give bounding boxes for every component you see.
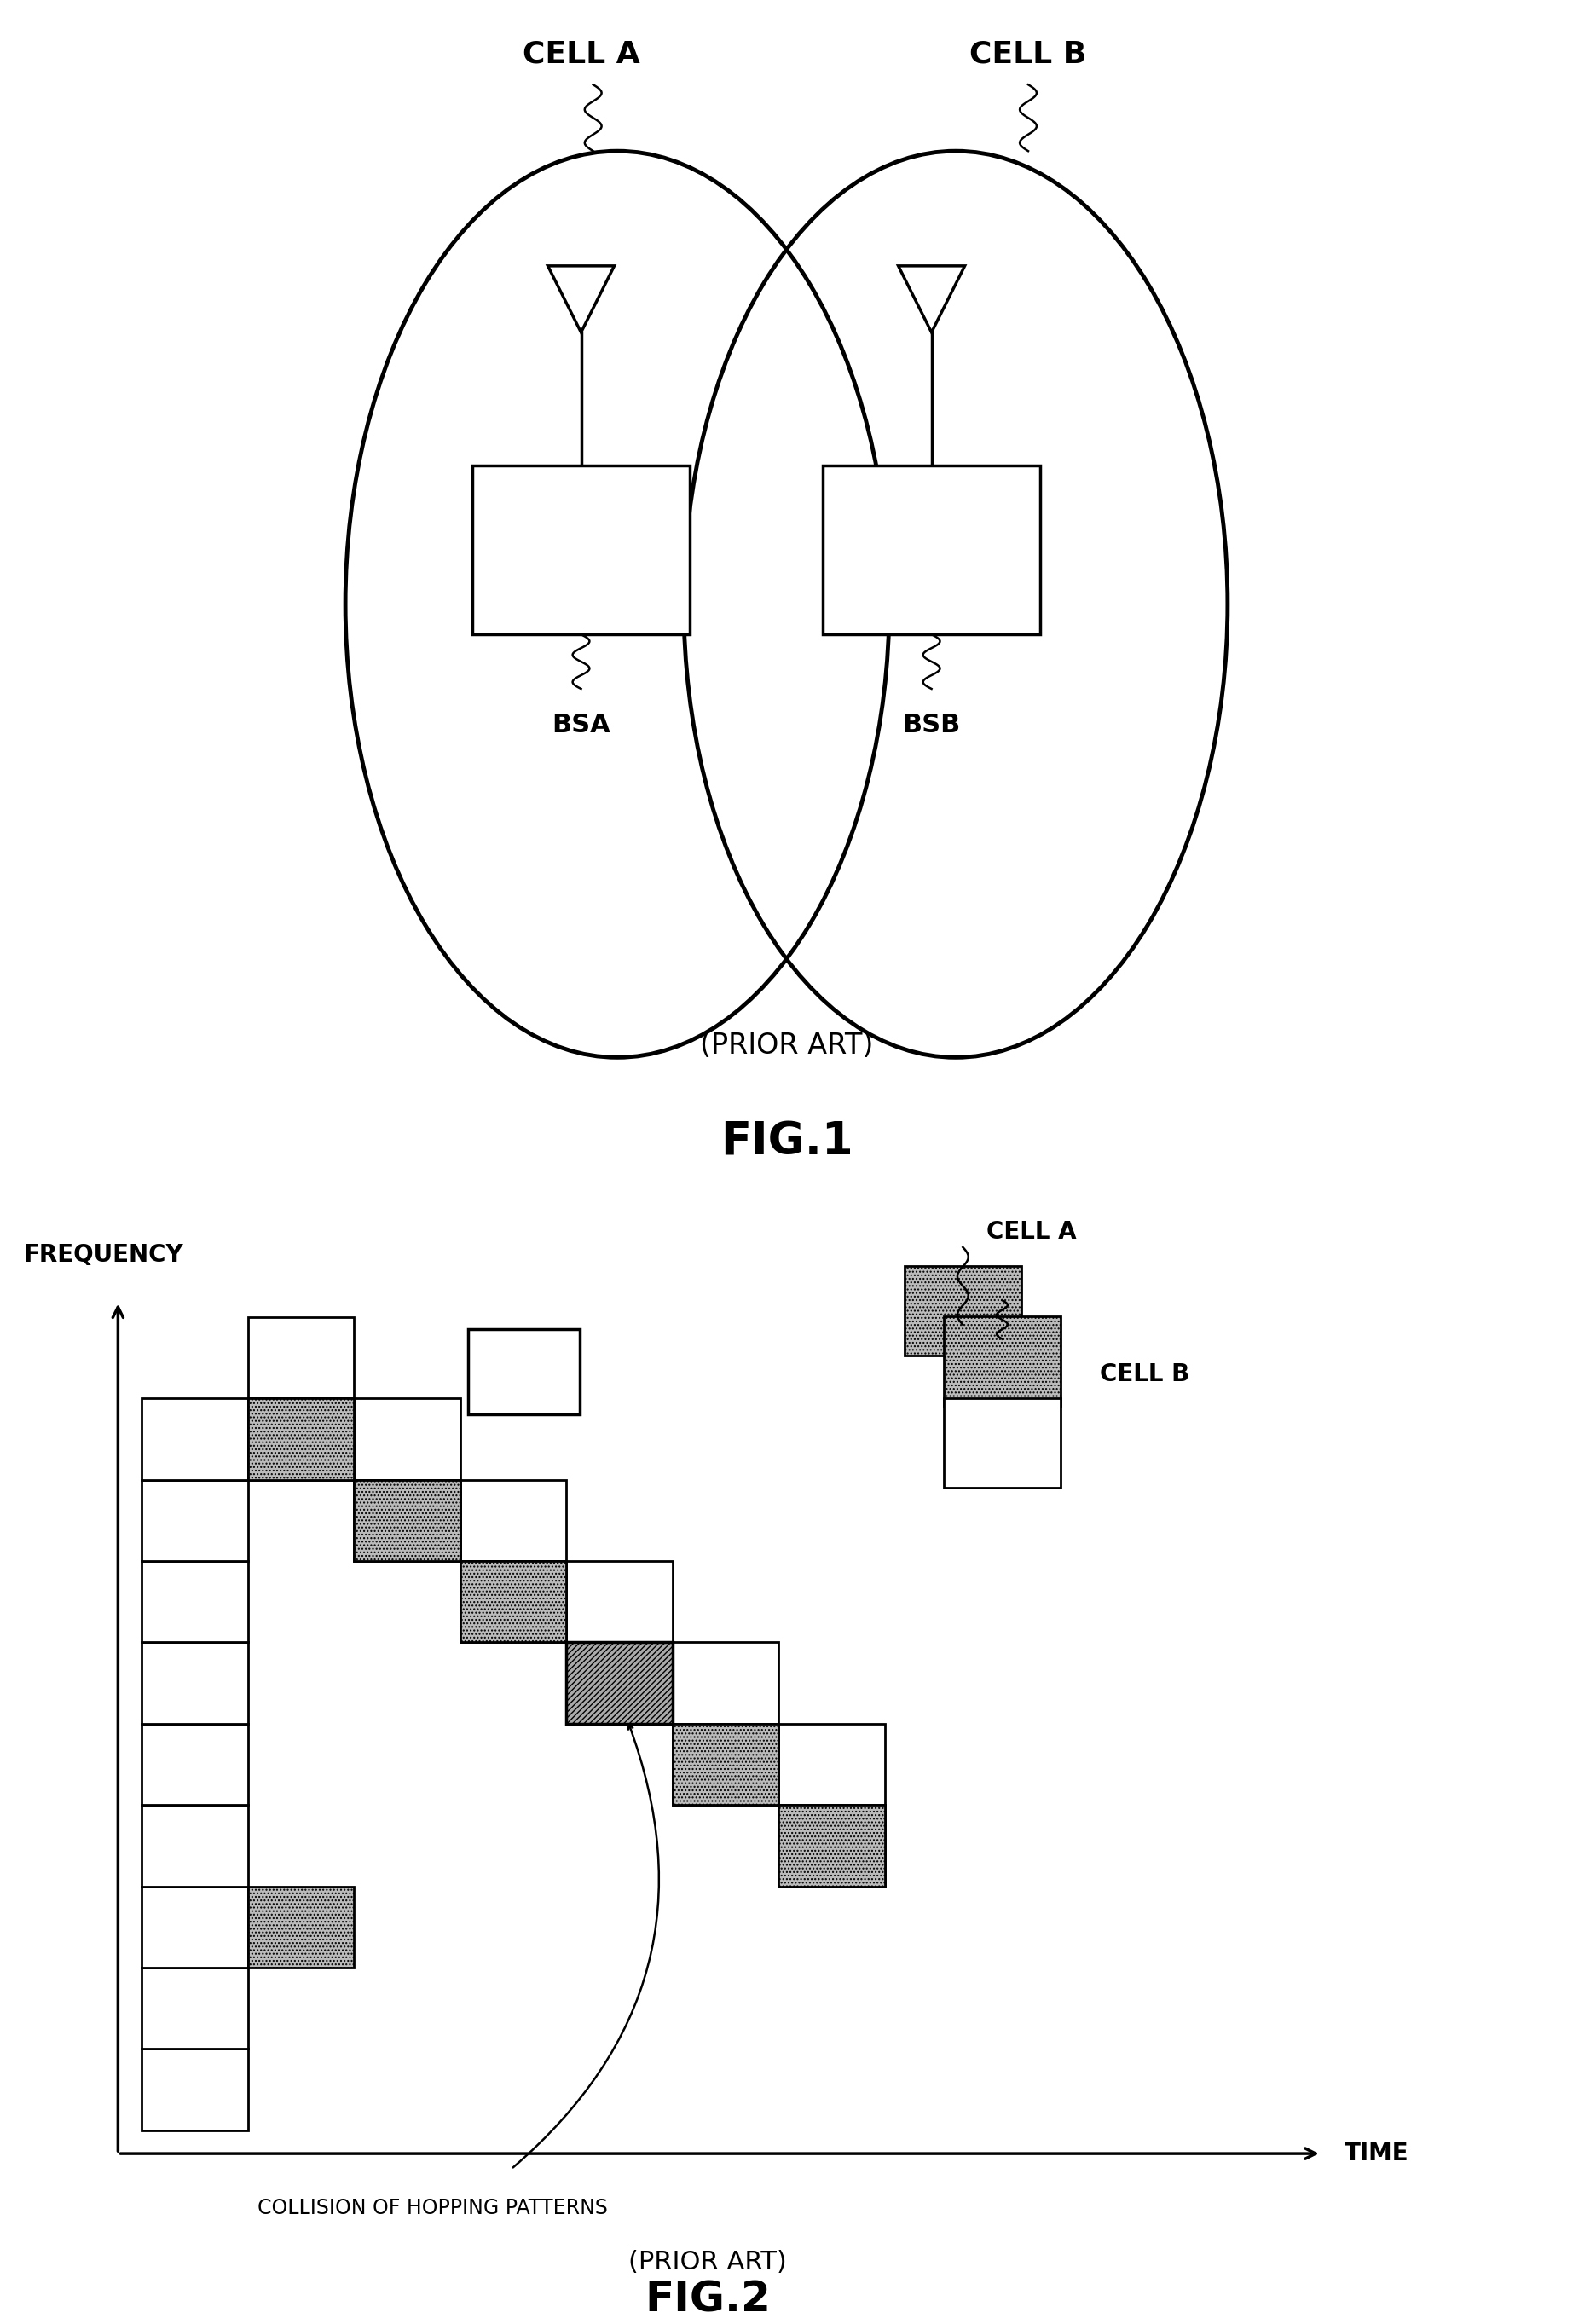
Bar	[779, 1724, 886, 1806]
Bar	[354, 1399, 459, 1480]
Bar	[142, 2050, 249, 2131]
Bar	[472, 465, 691, 634]
Bar	[461, 1562, 566, 1643]
Bar	[944, 1397, 1060, 1487]
Text: (PRIOR ART): (PRIOR ART)	[629, 2250, 786, 2275]
Text: (PRIOR ART): (PRIOR ART)	[700, 1032, 873, 1060]
Bar	[566, 1562, 673, 1643]
Bar	[249, 1318, 354, 1399]
Bar	[566, 1643, 673, 1724]
Bar	[249, 1887, 354, 1968]
Text: CELL B: CELL B	[969, 40, 1087, 70]
Text: BSA: BSA	[552, 713, 610, 737]
Bar	[673, 1643, 779, 1724]
Bar	[354, 1480, 459, 1562]
Bar	[142, 1724, 249, 1806]
Bar	[904, 1267, 1021, 1355]
Text: FIG.1: FIG.1	[720, 1120, 853, 1164]
Text: TIME: TIME	[1345, 2143, 1408, 2166]
Text: COLLISION OF HOPPING PATTERNS: COLLISION OF HOPPING PATTERNS	[258, 2199, 607, 2217]
Bar	[142, 1806, 249, 1887]
Bar	[142, 1968, 249, 2050]
Bar	[142, 1887, 249, 1968]
Text: BSB: BSB	[903, 713, 961, 737]
Bar	[354, 1480, 459, 1562]
Bar	[944, 1315, 1060, 1406]
Bar	[673, 1724, 779, 1806]
Bar	[779, 1806, 886, 1887]
Text: CELL B: CELL B	[1100, 1362, 1189, 1387]
Bar	[779, 1806, 886, 1887]
Text: FREQUENCY: FREQUENCY	[24, 1243, 184, 1267]
Text: CELL A: CELL A	[986, 1220, 1076, 1243]
Bar	[461, 1480, 566, 1562]
Text: FIG.2: FIG.2	[645, 2280, 771, 2319]
Bar	[461, 1562, 566, 1643]
Bar	[469, 1329, 579, 1415]
Text: CELL A: CELL A	[522, 40, 640, 70]
Bar	[142, 1480, 249, 1562]
Bar	[673, 1724, 779, 1806]
Bar	[566, 1643, 673, 1724]
Bar	[823, 465, 1040, 634]
Bar	[142, 1399, 249, 1480]
Bar	[142, 1643, 249, 1724]
Bar	[142, 1562, 249, 1643]
Bar	[249, 1399, 354, 1480]
Bar	[249, 1399, 354, 1480]
